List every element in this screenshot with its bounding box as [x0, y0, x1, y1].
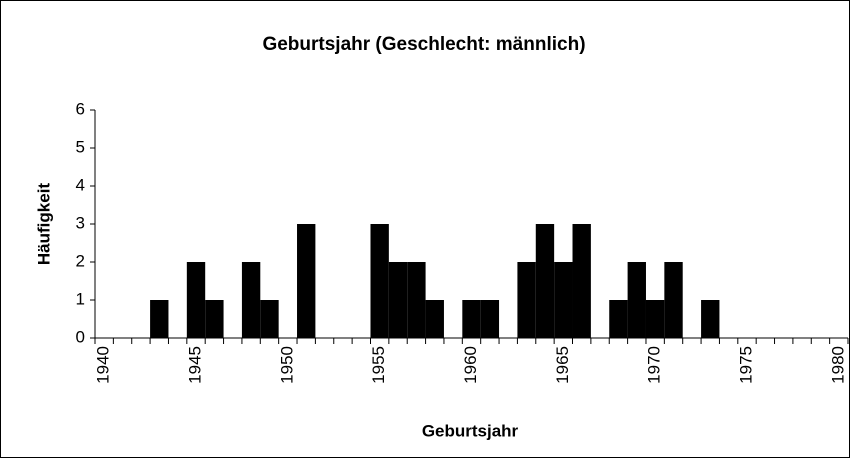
bar: [297, 224, 316, 338]
x-tick-label: 1950: [277, 346, 296, 384]
bar: [517, 262, 536, 338]
y-tick-label: 6: [76, 99, 85, 118]
bar: [572, 224, 591, 338]
bar: [627, 262, 646, 338]
x-tick-label: 1970: [645, 346, 664, 384]
bar: [480, 300, 500, 338]
bar: [535, 224, 555, 338]
x-tick-label: 1940: [94, 346, 113, 384]
bar: [205, 300, 224, 338]
y-tick-label: 2: [76, 251, 85, 270]
y-tick-label: 3: [76, 213, 85, 232]
x-tick-label: 1980: [828, 346, 847, 384]
bar: [462, 300, 481, 338]
bar: [388, 262, 408, 338]
y-tick-label: 0: [76, 327, 85, 346]
bar: [260, 300, 279, 338]
bar: [241, 262, 261, 338]
x-tick-label: 1955: [369, 346, 388, 384]
chart-title: Geburtsjahr (Geschlecht: männlich): [262, 34, 585, 55]
x-tick-label: 1960: [461, 346, 480, 384]
y-tick-label: 4: [76, 175, 85, 194]
bar: [186, 262, 206, 338]
bar: [370, 224, 389, 338]
x-tick-label: 1945: [185, 346, 204, 384]
bar: [554, 262, 573, 338]
bar: [407, 262, 426, 338]
bar: [150, 300, 169, 338]
bar: [609, 300, 628, 338]
x-axis-label: Geburtsjahr: [422, 421, 519, 440]
bar: [645, 300, 665, 338]
x-tick-label: 1975: [736, 346, 755, 384]
bar: [664, 262, 683, 338]
y-axis-label: Häufigkeit: [34, 183, 53, 266]
y-tick-label: 1: [76, 289, 85, 308]
x-tick-label: 1965: [553, 346, 572, 384]
y-tick-label: 5: [76, 137, 85, 156]
bar: [425, 300, 444, 338]
bar: [701, 300, 720, 338]
